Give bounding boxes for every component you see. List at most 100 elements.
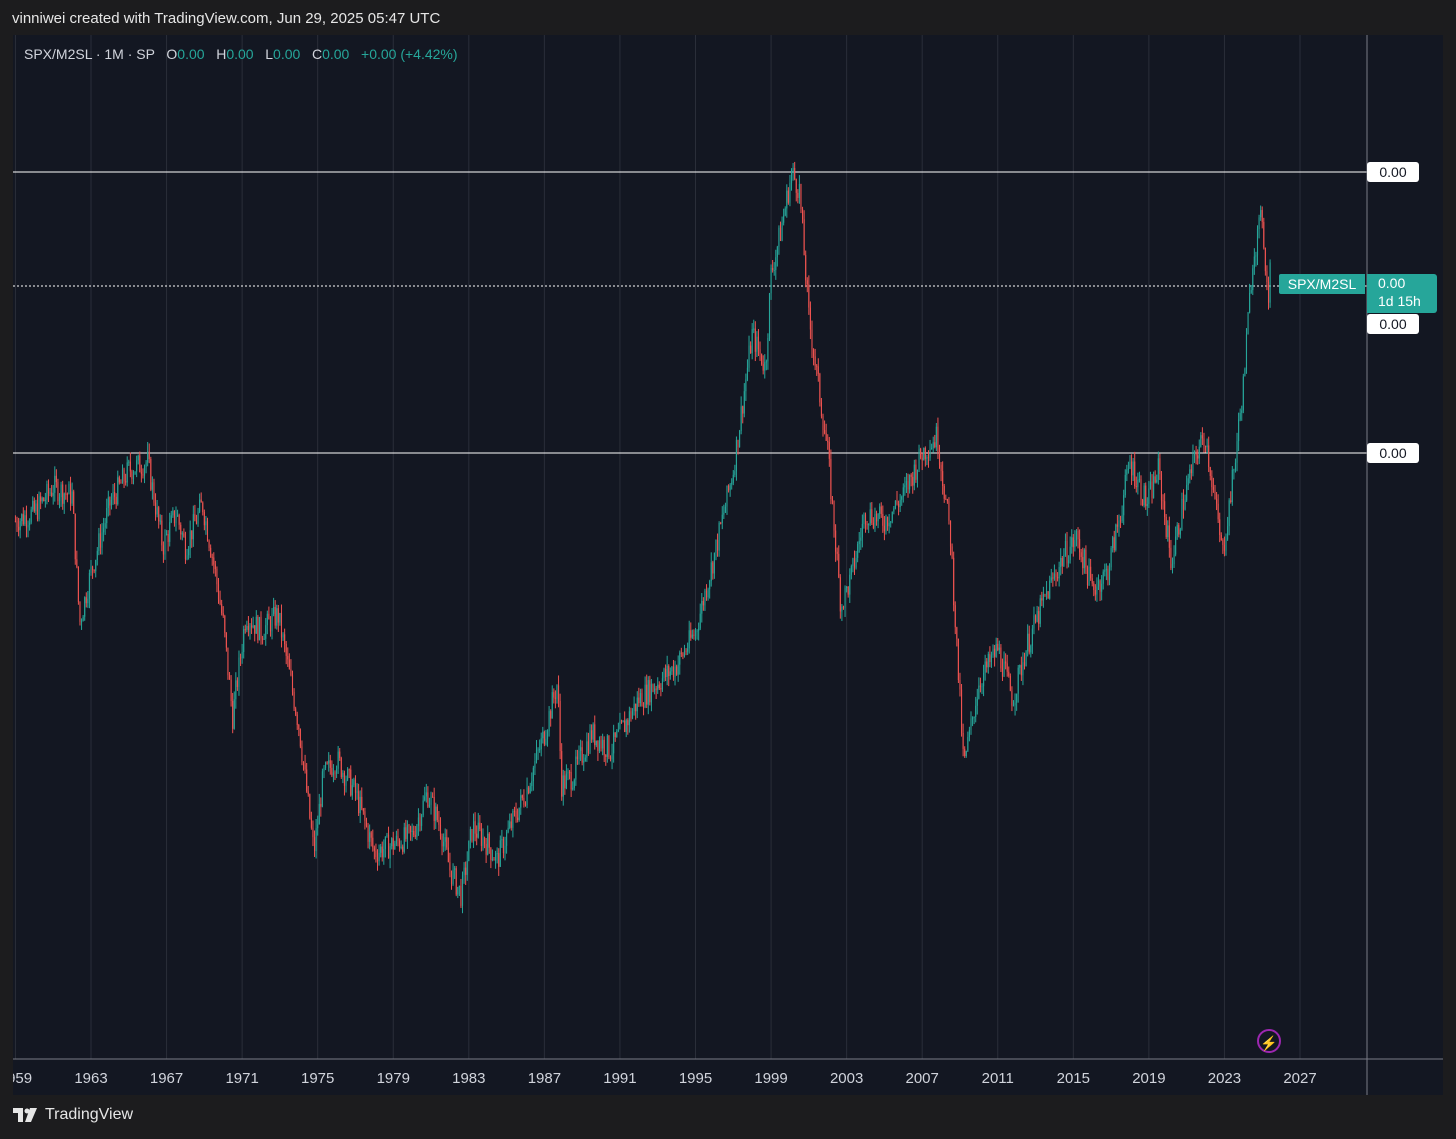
candle-body (120, 482, 122, 484)
candle-body (1214, 489, 1216, 499)
candle-body (951, 546, 953, 558)
candle-body (380, 846, 382, 853)
candle-body (1001, 668, 1004, 677)
candle-body (909, 474, 911, 490)
candle-body (847, 586, 849, 595)
candle-body (329, 760, 331, 768)
candle-body (539, 749, 541, 751)
candle-body (641, 693, 643, 707)
candle-body (365, 820, 368, 826)
candle-body (347, 769, 349, 780)
candle-body (69, 483, 72, 504)
candle-body (630, 711, 632, 719)
candle-body (121, 469, 124, 484)
candle-body (1003, 661, 1005, 677)
candle-body (469, 829, 471, 841)
candle-body (518, 807, 520, 821)
candle-body (32, 500, 34, 510)
lightning-bolt-icon[interactable]: ⚡ (1257, 1029, 1281, 1053)
candle-body (808, 284, 810, 308)
candle-body (225, 632, 227, 648)
candle-body (342, 772, 344, 778)
candle-body (978, 685, 980, 699)
candle-body (487, 833, 489, 855)
candle-body (506, 832, 508, 846)
candle-body (29, 522, 31, 526)
legend-low-value: 0.00 (273, 46, 301, 62)
chart-canvas[interactable]: 1959 1963 1967 1971 1975 1979 1983 1987 1991 1995… (13, 35, 1443, 1095)
candle-body (1165, 516, 1167, 538)
chart-pane[interactable]: 1959 1963 1967 1971 1975 1979 1983 1987 1991 1995… (13, 35, 1443, 1095)
candle-body (485, 843, 487, 855)
candle-body (1250, 290, 1252, 293)
candle-body (217, 584, 220, 600)
candle-body (578, 750, 580, 760)
candle-body (125, 481, 127, 483)
candle-body (143, 466, 146, 476)
candle-body (364, 811, 366, 821)
legend-low-label: L (265, 46, 274, 62)
candle-body (1208, 445, 1210, 468)
candle-body (842, 606, 845, 608)
candle-body (107, 497, 109, 509)
candle-body (1093, 583, 1095, 591)
candle-body (1140, 479, 1142, 500)
candle-body (84, 597, 86, 617)
candle-body (443, 841, 445, 847)
candle-body (1209, 467, 1211, 476)
candle-body (1129, 461, 1131, 469)
candle-body (236, 680, 238, 687)
candle-body (389, 846, 391, 859)
candle-body (252, 625, 254, 628)
candle-body (639, 693, 641, 704)
candle-body (1143, 485, 1145, 506)
candle-body (1127, 468, 1129, 470)
candle-body (1088, 566, 1090, 586)
candle-body (576, 756, 578, 760)
candle-body (501, 839, 503, 841)
candle-body (687, 648, 689, 652)
time-tick-label: 1971 (225, 1070, 258, 1087)
candle-body (779, 227, 782, 241)
candle-body (1079, 539, 1081, 553)
candle-body (794, 167, 796, 180)
candle-body (1116, 524, 1118, 527)
candle-body (167, 533, 169, 542)
candle-body (381, 846, 383, 858)
candle-body (395, 835, 397, 844)
price-label-mid[interactable]: 0.00 (1367, 314, 1419, 334)
price-label-bottom[interactable]: 0.00 (1367, 443, 1419, 463)
candle-body (898, 503, 900, 508)
candle-body (817, 366, 819, 374)
candle-body (224, 615, 226, 633)
candle-body (661, 678, 663, 690)
candle-body (1045, 591, 1048, 595)
candle-body (1049, 580, 1051, 599)
candle-body (916, 469, 919, 480)
candle-body (1211, 475, 1213, 488)
price-label-top[interactable]: 0.00 (1367, 162, 1419, 182)
candle-body (1264, 247, 1266, 272)
candle-body (1253, 256, 1255, 269)
candle-body (606, 735, 608, 757)
candle-body (813, 349, 815, 357)
candle-body (1266, 271, 1268, 283)
candle-body (46, 483, 48, 500)
tradingview-logo[interactable]: TradingView (13, 1106, 133, 1124)
candle-body (757, 336, 760, 350)
candle-body (450, 870, 453, 884)
candle-body (1192, 453, 1194, 474)
candle-body (1068, 560, 1070, 564)
candle-body (38, 496, 40, 519)
candle-body (439, 824, 442, 837)
candle-body (471, 829, 473, 841)
candle-body (95, 559, 97, 572)
candle-body (77, 566, 79, 602)
candle-body (460, 885, 462, 906)
candle-body (1227, 526, 1229, 540)
candle-body (1181, 498, 1183, 530)
candle-body (1126, 469, 1128, 475)
candle-body (967, 737, 969, 751)
candle-body (92, 566, 94, 570)
candle-body (345, 779, 347, 786)
